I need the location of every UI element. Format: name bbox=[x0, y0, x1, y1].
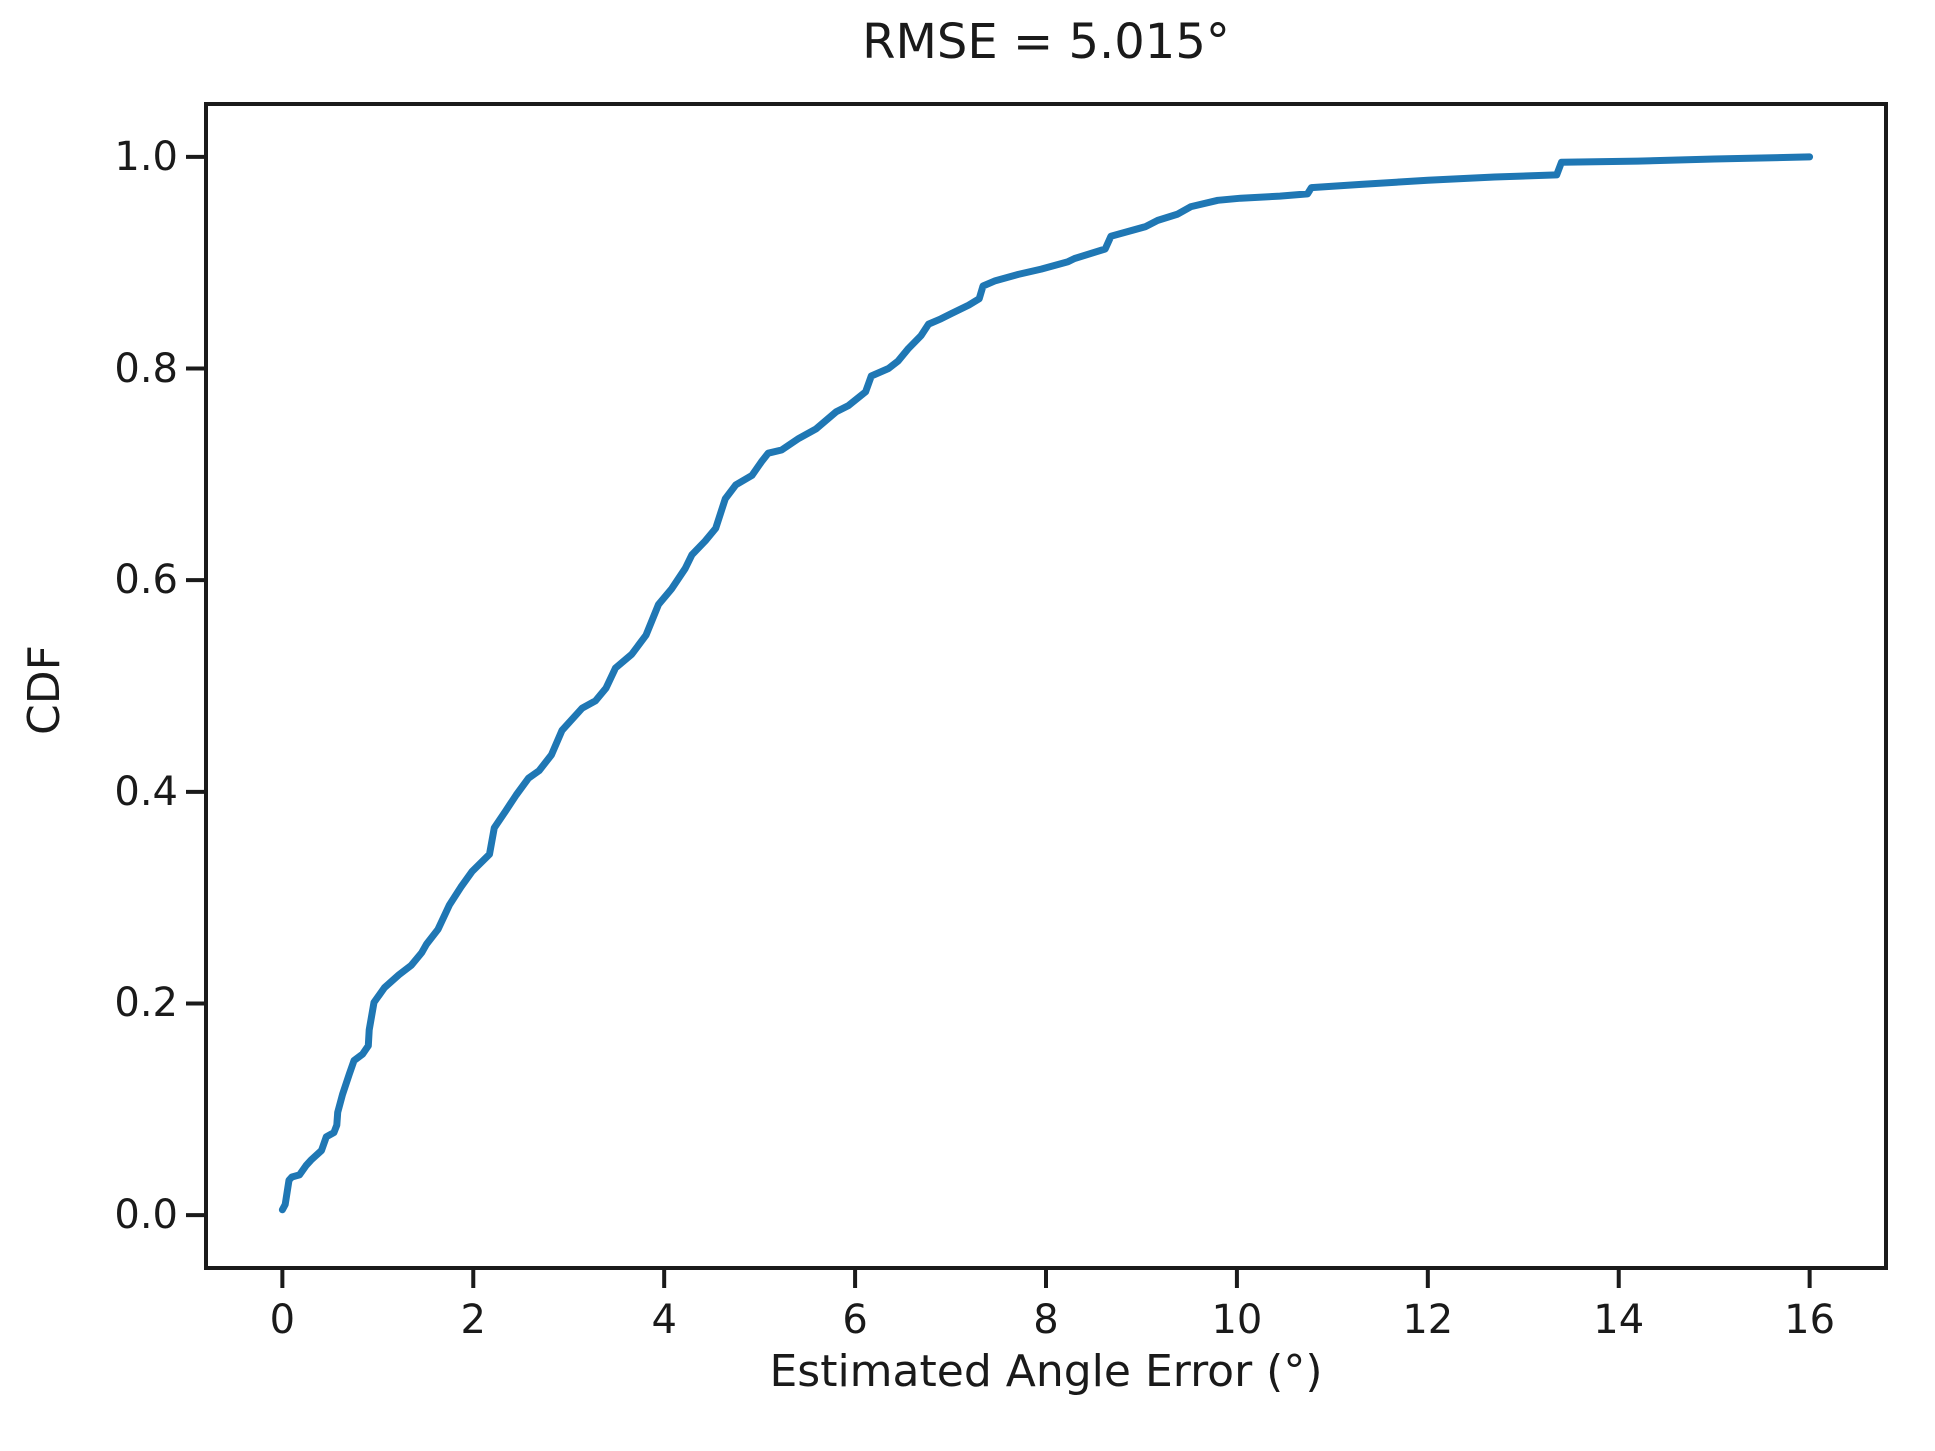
x-tick-label: 12 bbox=[1402, 1297, 1454, 1343]
y-tick-label: 0.8 bbox=[114, 345, 178, 392]
cdf-curve bbox=[278, 153, 1814, 1214]
y-axis-label: CDF bbox=[19, 645, 70, 735]
x-tick-label: 2 bbox=[460, 1297, 486, 1343]
y-tick-label: 1.0 bbox=[114, 133, 178, 180]
y-tick-label: 0.4 bbox=[114, 768, 178, 815]
x-tick-label: 14 bbox=[1593, 1297, 1645, 1343]
chart-title: RMSE = 5.015° bbox=[862, 14, 1230, 70]
plot-border bbox=[204, 102, 1888, 1270]
y-tick-label: 0.0 bbox=[114, 1192, 178, 1239]
x-axis-label: Estimated Angle Error (°) bbox=[769, 1346, 1323, 1397]
x-tick-label: 0 bbox=[269, 1297, 296, 1343]
y-tick-label: 0.6 bbox=[114, 557, 178, 604]
x-tick-label: 4 bbox=[651, 1297, 677, 1343]
x-tick-label: 8 bbox=[1033, 1297, 1059, 1343]
y-tick-label: 0.2 bbox=[114, 980, 178, 1027]
x-tick-label: 6 bbox=[842, 1297, 868, 1343]
x-tick-label: 10 bbox=[1211, 1297, 1263, 1343]
x-tick-label: 16 bbox=[1784, 1297, 1836, 1343]
